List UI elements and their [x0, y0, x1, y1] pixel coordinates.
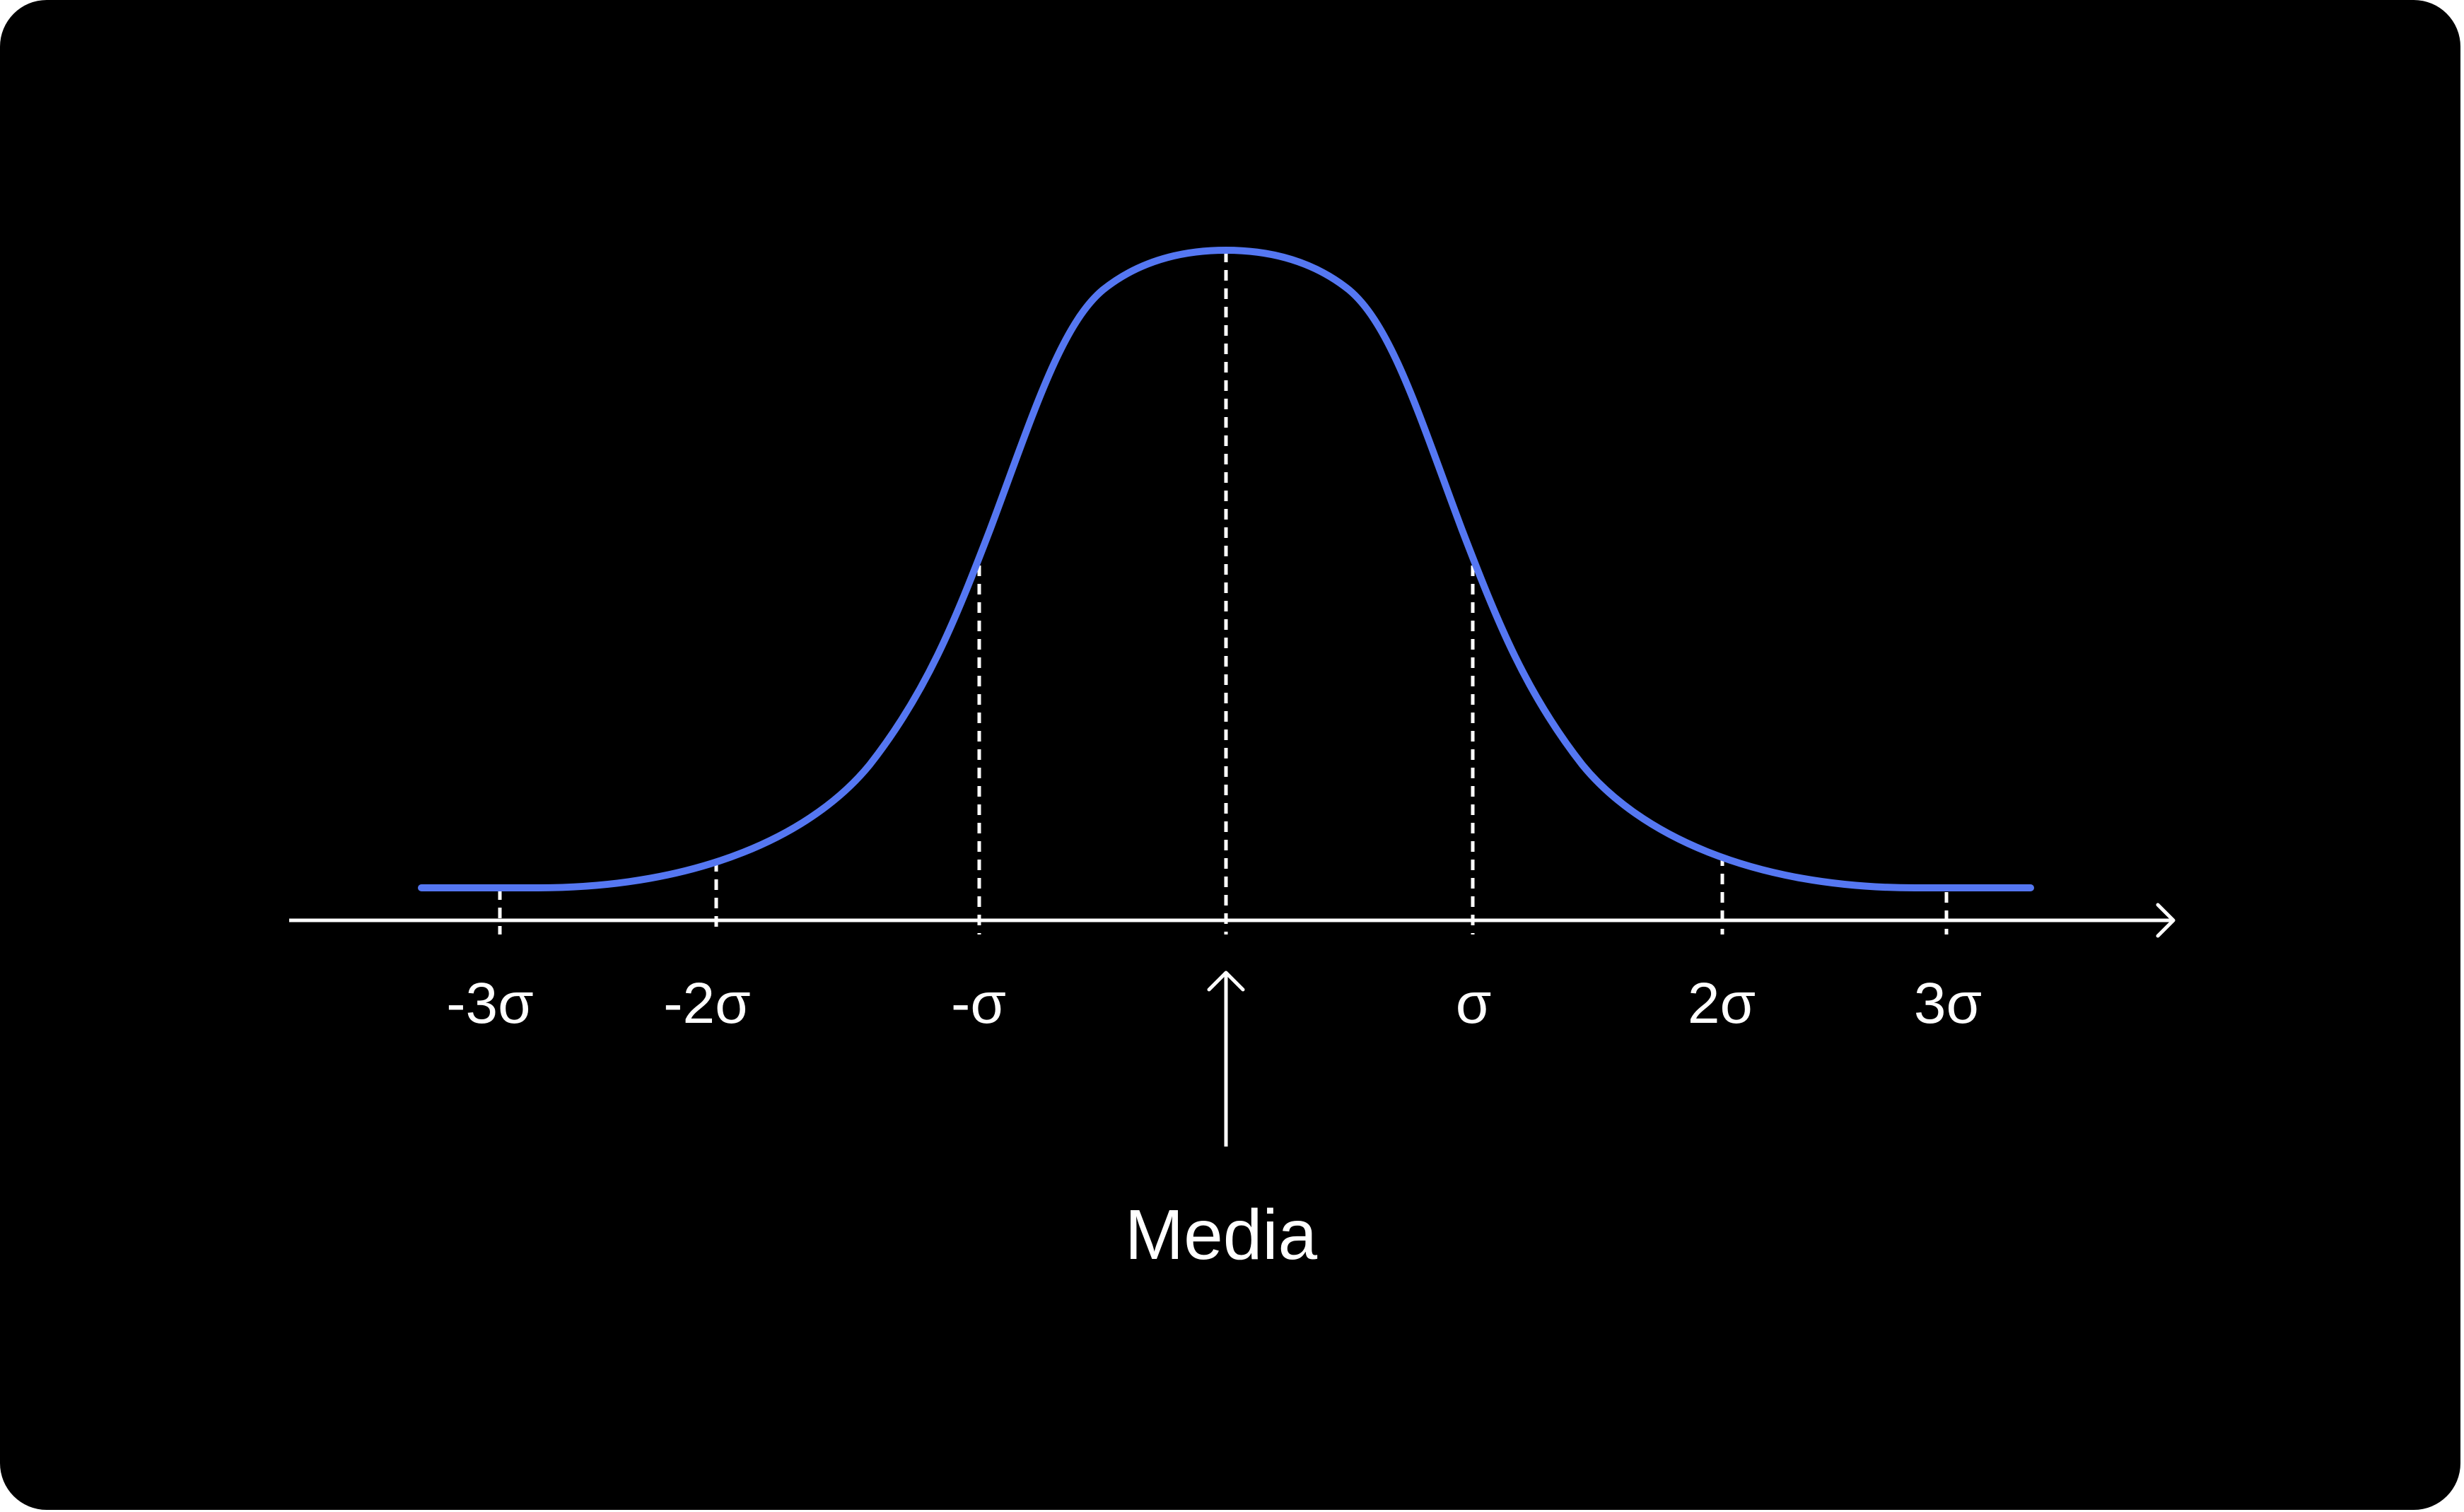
x-axis-arrowhead	[2156, 903, 2176, 938]
tick-label-minus-2sigma: -2σ	[663, 971, 751, 1036]
tick-label-minus-1sigma: -σ	[951, 971, 1006, 1036]
bell-curve	[418, 247, 2034, 891]
tick-label-minus-3sigma: -3σ	[446, 971, 534, 1036]
tick-label-plus-3sigma: 3σ	[1914, 971, 1982, 1036]
mean-pointer-arrowhead	[1207, 971, 1245, 992]
mean-caption: Media	[1125, 1195, 1318, 1274]
tick-label-plus-1sigma: σ	[1456, 971, 1492, 1036]
tick-label-plus-2sigma: 2σ	[1688, 971, 1756, 1036]
